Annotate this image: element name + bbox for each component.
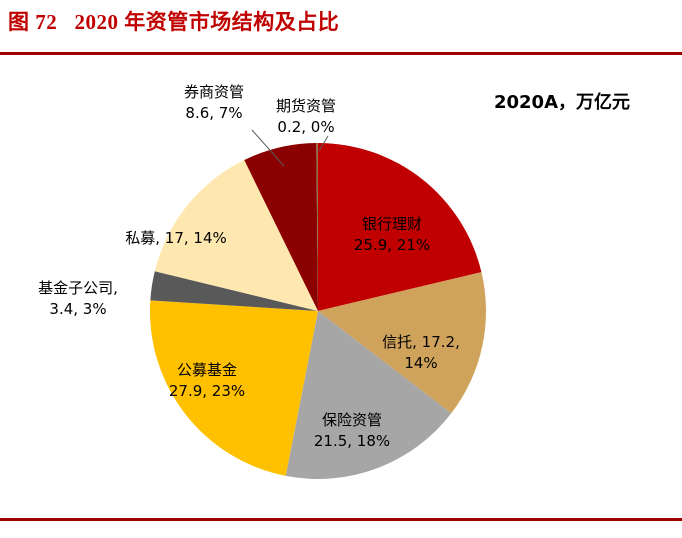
pie-chart-area: 2020A，万亿元 银行理财 25.9, 21% 信托, 17.2, 14% 保险资管 2… <box>0 56 682 516</box>
chart-unit-label: 2020A，万亿元 <box>493 92 630 113</box>
pie-slice-1 <box>318 272 487 414</box>
pie-label-5: 私募, 17, 14% <box>125 229 227 247</box>
figure-title: 图 72 2020 年资管市场结构及占比 <box>8 10 340 34</box>
pie-slice-0 <box>318 143 482 311</box>
pie-label-6: 券商资管 8.6, 7% <box>183 83 244 122</box>
bottom-divider-rule <box>0 518 682 521</box>
pie-label-3: 公募基金 27.9, 23% <box>168 361 246 400</box>
top-divider-rule <box>0 52 682 55</box>
pie-label-0: 银行理财 25.9, 21% <box>353 215 431 254</box>
pie-label-4: 基金子公司, 3.4, 3% <box>38 279 118 318</box>
pie-slice-7 <box>316 143 318 311</box>
pie-slice-3 <box>150 300 318 476</box>
pie-label-2: 保险资管 21.5, 18% <box>313 411 391 450</box>
pie-label-1: 信托, 17.2, 14% <box>382 333 460 372</box>
pie-chart <box>150 129 487 479</box>
pie-label-7: 期货资管 0.2, 0% <box>275 97 336 136</box>
pie-slice-5 <box>154 160 318 311</box>
leader-line-0 <box>251 129 285 167</box>
pie-slice-4 <box>150 271 318 311</box>
leader-line-1 <box>318 135 329 152</box>
pie-slice-2 <box>285 311 452 479</box>
pie-slice-6 <box>244 143 318 311</box>
